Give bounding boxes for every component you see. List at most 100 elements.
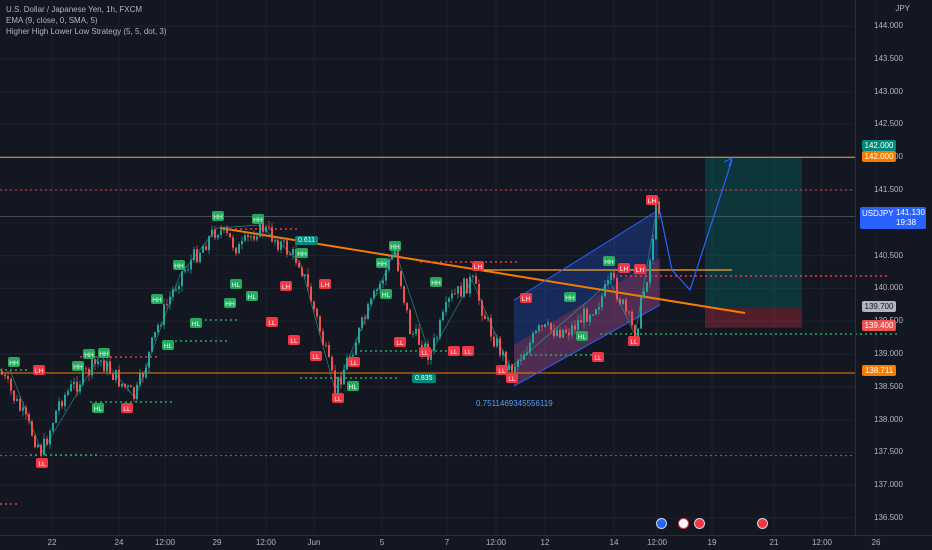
us-event-icon[interactable] [757, 518, 768, 529]
pivot-hl-marker: HL [246, 291, 258, 301]
candle-body [7, 376, 9, 379]
symbol-title[interactable]: U.S. Dollar / Japanese Yen, 1h, FXCM [6, 5, 143, 14]
candle-body [262, 217, 264, 232]
pivot-marker-text: HH [431, 280, 441, 287]
pivot-marker-text: HH [9, 360, 19, 367]
time-tick-label: 12:00 [646, 538, 668, 547]
candle-body [241, 240, 243, 245]
candle-body [646, 282, 648, 292]
pivot-marker-text: HH [152, 297, 162, 304]
candle-body [25, 407, 27, 415]
pivot-hh-marker: HH [173, 260, 185, 270]
candle-body [64, 394, 66, 407]
candle-body [658, 201, 660, 214]
pivot-marker-text: HH [84, 352, 94, 359]
pivot-marker-text: HL [578, 334, 587, 341]
pivot-marker-text: LH [321, 282, 330, 289]
us-event-icon[interactable] [656, 518, 667, 529]
candle-body [580, 320, 582, 323]
pivot-marker-text: HL [232, 282, 241, 289]
candle-body [562, 329, 564, 338]
pivot-ll-marker: LL [121, 403, 133, 413]
jp-event-icon[interactable] [678, 518, 689, 529]
support-price-label: 138.711 [862, 365, 896, 376]
candle-body [181, 271, 183, 287]
strategy-legend[interactable]: Higher High Lower Low Strategy (5, 5, do… [6, 27, 167, 36]
pivot-marker-text: LL [421, 350, 429, 357]
pivot-marker-text: HH [225, 301, 235, 308]
pivot-marker-bg [230, 279, 242, 289]
price-tick-label: 144.000 [874, 21, 903, 30]
candle-body [415, 328, 417, 334]
candle-body [538, 325, 540, 331]
pivot-marker-bg [628, 336, 640, 346]
candle-body [382, 280, 384, 284]
candle-body [292, 249, 294, 255]
candle-body [97, 361, 99, 364]
candle-body [559, 330, 561, 338]
pivot-ll-marker: LL [419, 347, 431, 357]
candle-body [511, 364, 513, 373]
candle-body [136, 384, 138, 400]
candle-body [466, 278, 468, 294]
fib-ratio-label: 0.835 [412, 374, 436, 383]
candle-body [520, 359, 522, 361]
time-tick-label: 12 [540, 538, 550, 547]
candle-body [22, 407, 24, 411]
pivot-marker-bg [224, 298, 236, 308]
pivot-marker-text: HH [73, 364, 83, 371]
price-tick-label: 139.000 [874, 349, 903, 358]
candle-body [226, 227, 228, 234]
pivot-ll-marker: LL [448, 346, 460, 356]
pivot-marker-bg [252, 214, 264, 224]
candle-body [193, 249, 195, 261]
chart-grid [0, 0, 877, 535]
pivot-ll-marker: LL [36, 458, 48, 468]
candle-body [169, 296, 171, 305]
pivot-marker-bg [151, 294, 163, 304]
last-price-badge: USDJPY 141.130 19:38 [860, 207, 926, 229]
candle-body [472, 275, 474, 277]
pivot-marker-bg [520, 293, 532, 303]
price-tick-label: 137.500 [874, 447, 903, 457]
candle-body [109, 361, 111, 374]
pivot-marker-bg [347, 381, 359, 391]
candle-body [151, 337, 153, 352]
pivot-marker-text: LL [38, 461, 46, 468]
candle-body [358, 327, 360, 343]
candle-body [481, 300, 483, 316]
time-tick-label: 12:00 [485, 538, 507, 547]
candle-body [460, 286, 462, 297]
pivot-hh-marker: HH [72, 361, 84, 371]
pivot-ll-marker: LL [332, 393, 344, 403]
candle-body [541, 325, 543, 328]
candle-body [607, 280, 609, 285]
loss-zone [705, 308, 802, 328]
candle-body [343, 369, 345, 385]
candle-body [586, 308, 588, 322]
candle-body [556, 330, 558, 337]
ema-legend[interactable]: EMA (9, close, 0, SMA, 5) [6, 16, 98, 25]
price-tick-label: 143.500 [874, 53, 903, 63]
pivot-marker-bg [121, 403, 133, 413]
pivot-hh-marker: HH [98, 348, 110, 358]
entry-price-label: 139.700 [862, 301, 896, 312]
candle-body [184, 269, 186, 272]
candle-body [397, 249, 399, 272]
us-event-icon[interactable] [694, 518, 705, 529]
pivot-marker-bg [603, 256, 615, 266]
candle-body [244, 235, 246, 241]
pivot-marker-bg [419, 347, 431, 357]
channel-zone [514, 211, 660, 386]
candle-body [253, 236, 255, 240]
pivot-hl-marker: HL [576, 331, 588, 341]
candle-body [322, 331, 324, 345]
candle-body [649, 260, 651, 283]
pivot-marker-text: LL [396, 340, 404, 347]
candle-body [85, 368, 87, 370]
price-tick-label: 140.000 [874, 283, 903, 293]
candle-body [229, 233, 231, 238]
candle-body [61, 401, 63, 407]
candle-body [325, 344, 327, 346]
